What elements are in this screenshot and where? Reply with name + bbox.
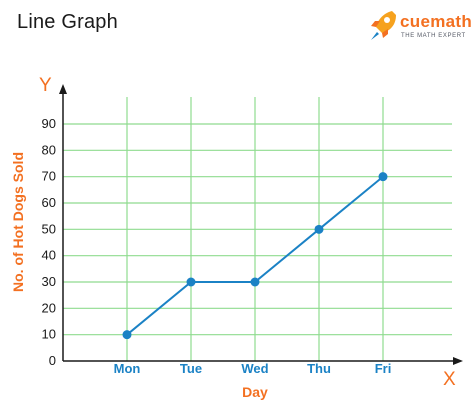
- x-tick-label: Thu: [307, 361, 331, 376]
- x-tick-label: Fri: [375, 361, 392, 376]
- x-axis-arrow: [453, 357, 463, 365]
- x-tick-label: Tue: [180, 361, 202, 376]
- y-tick-label: 50: [42, 221, 56, 236]
- x-axis-label: Day: [242, 384, 268, 400]
- brand-tagline: THE MATH EXPERT: [401, 33, 466, 39]
- y-tick-label: 10: [42, 327, 56, 342]
- y-tick-label: 0: [49, 353, 56, 368]
- y-tick-labels: 0 10 20 30 40 50 60 70 80 90: [42, 116, 56, 368]
- data-point: [250, 277, 260, 287]
- rocket-icon: [371, 11, 396, 40]
- y-tick-label: 90: [42, 116, 56, 131]
- data-point: [186, 277, 196, 287]
- x-axis-letter: X: [443, 369, 456, 390]
- brand-logo: cuemath THE MATH EXPERT: [366, 9, 472, 43]
- y-tick-label: 60: [42, 195, 56, 210]
- data-point: [378, 172, 388, 182]
- y-axis-label: No. of Hot Dogs Sold: [10, 152, 26, 292]
- y-tick-label: 70: [42, 169, 56, 184]
- y-tick-label: 20: [42, 300, 56, 315]
- grid: [63, 97, 452, 361]
- x-tick-labels: Mon Tue Wed Thu Fri: [114, 361, 392, 376]
- data-point: [122, 330, 132, 340]
- data-point: [314, 224, 324, 234]
- y-axis-letter: Y: [39, 75, 52, 96]
- x-tick-label: Wed: [241, 361, 268, 376]
- series: [122, 172, 388, 340]
- page-title: Line Graph: [17, 11, 118, 33]
- y-axis-arrow: [59, 84, 67, 94]
- axes: [59, 84, 463, 365]
- y-tick-label: 80: [42, 142, 56, 157]
- y-tick-label: 30: [42, 274, 56, 289]
- brand-name: cuemath: [400, 12, 473, 31]
- x-tick-label: Mon: [114, 361, 141, 376]
- y-tick-label: 40: [42, 248, 56, 263]
